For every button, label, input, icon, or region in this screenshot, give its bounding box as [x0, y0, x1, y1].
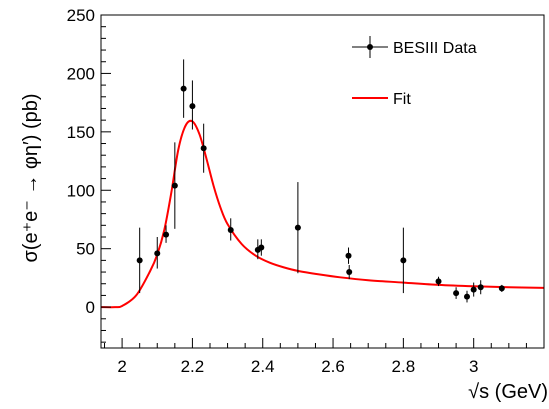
x-tick-label: 2.6	[321, 357, 345, 376]
data-marker	[400, 257, 407, 264]
data-point	[180, 59, 187, 118]
data-marker	[163, 231, 170, 238]
data-marker	[477, 284, 484, 291]
x-axis-label: √s (GeV)	[468, 381, 548, 403]
data-point	[258, 239, 265, 256]
data-marker	[294, 224, 301, 231]
data-point	[171, 142, 178, 229]
legend-data-label: BESIII Data	[393, 40, 477, 57]
y-tick-label: 200	[67, 64, 95, 83]
data-point	[346, 265, 353, 280]
x-tick-label: 3	[469, 357, 478, 376]
data-point	[200, 123, 207, 173]
y-tick-label: 250	[67, 6, 95, 25]
plot-frame	[100, 14, 545, 349]
y-tick-label: 100	[67, 181, 95, 200]
y-tick-label: 150	[67, 123, 95, 142]
data-marker	[346, 269, 353, 276]
x-tick-label: 2.4	[251, 357, 275, 376]
legend: BESIII Data Fit	[352, 36, 477, 108]
data-point	[435, 276, 442, 287]
data-marker	[435, 278, 442, 285]
y-axis: 0 50 100 150 200 250	[67, 6, 111, 343]
x-tick-label: 2.8	[392, 357, 416, 376]
data-point	[477, 280, 484, 295]
data-marker	[498, 285, 505, 292]
data-point	[498, 284, 505, 292]
data-marker	[453, 290, 460, 297]
data-points-layer	[136, 59, 505, 303]
data-point	[453, 287, 460, 299]
data-marker	[464, 293, 471, 300]
data-point	[189, 80, 196, 130]
data-marker	[200, 145, 207, 152]
fit-curve	[100, 119, 545, 309]
y-tick-label: 50	[76, 240, 95, 259]
data-point	[154, 237, 161, 269]
y-tick-label: 0	[86, 298, 95, 317]
data-point	[227, 218, 234, 241]
data-point	[470, 282, 477, 297]
data-marker	[258, 244, 265, 251]
data-point	[136, 227, 143, 294]
legend-data-marker-dot	[367, 44, 373, 50]
legend-fit-label: Fit	[393, 91, 411, 108]
data-point	[400, 227, 407, 294]
data-marker	[136, 257, 143, 264]
y-axis-label: σ(e⁺e⁻ → φη′) (pb)	[20, 93, 42, 262]
data-marker	[171, 182, 178, 189]
x-tick-label: 2	[117, 357, 126, 376]
data-marker	[227, 226, 234, 233]
fit-layer	[100, 119, 545, 309]
data-point	[464, 290, 471, 303]
data-marker	[180, 85, 187, 92]
data-marker	[189, 103, 196, 110]
data-point	[345, 247, 352, 264]
data-point	[163, 225, 170, 243]
x-axis: 2 2.2 2.4 2.6 2.8 3	[104, 338, 545, 376]
data-marker	[154, 250, 161, 257]
data-marker	[345, 252, 352, 259]
data-point	[294, 182, 301, 274]
x-tick-label: 2.2	[181, 357, 205, 376]
data-marker	[470, 286, 477, 293]
